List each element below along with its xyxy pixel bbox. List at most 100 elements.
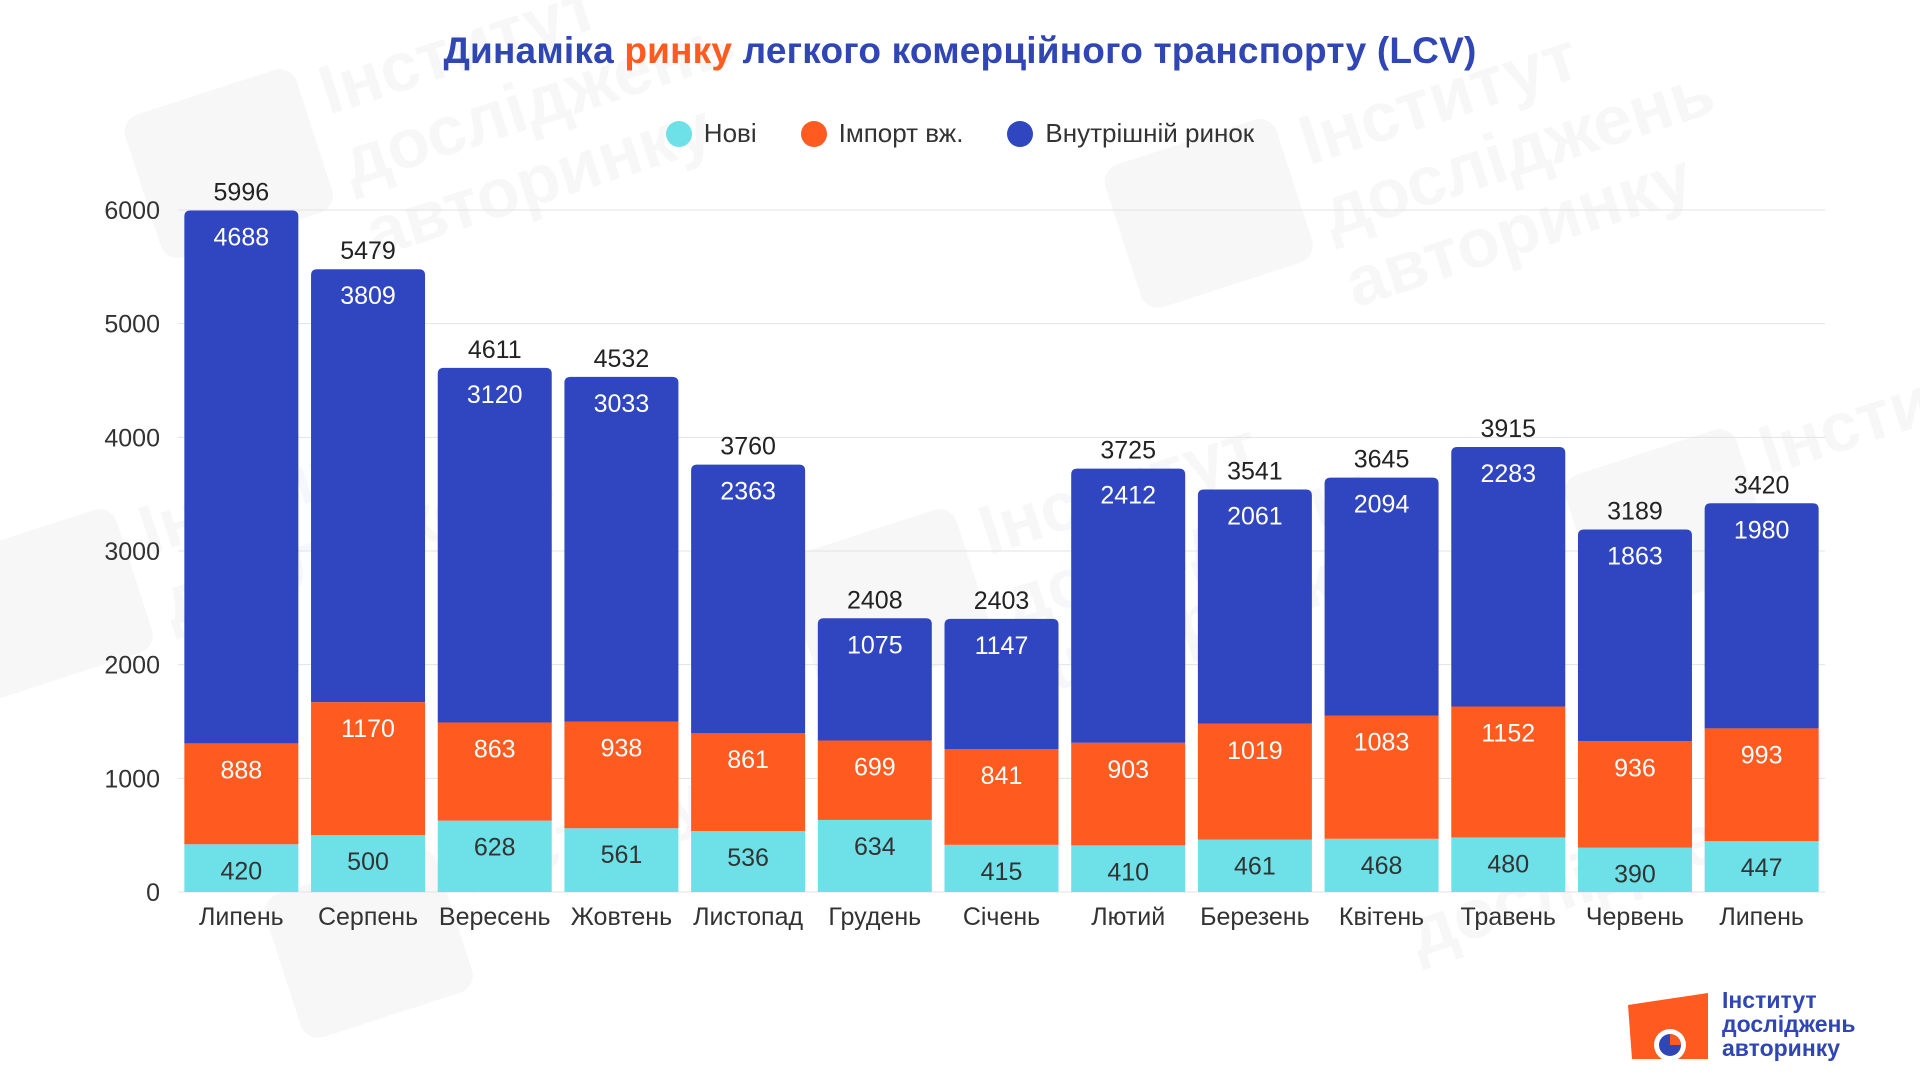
total-label: 5996	[214, 178, 270, 206]
y-tick-label: 4000	[104, 424, 160, 452]
bar-segment-new	[1451, 837, 1566, 892]
total-label: 4532	[594, 345, 650, 373]
legend-item-domestic: Внутрішній ринок	[1007, 118, 1254, 149]
logo-icon	[1628, 993, 1708, 1061]
data-label: 841	[981, 762, 1023, 790]
bar-segment-domestic	[311, 269, 426, 703]
legend-item-import: Імпорт вж.	[800, 118, 964, 149]
bar-segment-new	[1704, 841, 1819, 892]
x-tick-label: Вересень	[439, 903, 551, 931]
data-label: 390	[1614, 861, 1656, 889]
data-label: 699	[854, 753, 896, 781]
x-tick-label: Грудень	[828, 903, 921, 931]
data-label: 2283	[1480, 460, 1536, 488]
data-label: 468	[1361, 852, 1403, 880]
logo-line-2: досліджень	[1722, 1011, 1856, 1037]
data-label: 4688	[214, 223, 270, 251]
bar-segment-domestic	[691, 464, 806, 734]
bar-segment-import	[1071, 742, 1186, 846]
bar-segment-import	[691, 733, 806, 832]
data-label: 1083	[1354, 729, 1410, 757]
total-label: 2403	[974, 587, 1030, 615]
total-label: 3915	[1480, 415, 1536, 443]
total-label: 3541	[1227, 458, 1283, 486]
bar-segment-new	[311, 835, 426, 892]
total-label: 2408	[847, 586, 903, 614]
bar-segment-import	[1704, 728, 1819, 842]
data-label: 1019	[1227, 737, 1283, 765]
data-label: 1152	[1481, 719, 1535, 747]
legend-dot-import	[800, 120, 827, 147]
bar-segment-import	[184, 743, 299, 845]
data-label: 415	[981, 858, 1023, 886]
data-label: 536	[727, 844, 769, 872]
bar-segment-domestic	[944, 618, 1059, 750]
total-label: 3420	[1734, 471, 1790, 499]
legend-dot-new	[665, 120, 692, 147]
y-tick-label: 3000	[104, 538, 160, 566]
data-label: 410	[1107, 858, 1149, 886]
total-label: 3760	[720, 433, 776, 461]
bar-segment-new	[564, 828, 679, 892]
bar-segment-domestic	[564, 376, 679, 722]
data-label: 628	[474, 834, 516, 862]
legend-item-new: Нові	[665, 118, 757, 149]
legend-label-import: Імпорт вж.	[838, 118, 964, 148]
bar-segment-import	[944, 749, 1059, 845]
bar-segment-import	[817, 740, 932, 820]
data-label: 938	[601, 735, 643, 763]
bar-segment-new	[1071, 845, 1186, 892]
logo-text: Інститут досліджень авторинку	[1722, 988, 1856, 1060]
title-part-1: Динаміка	[443, 30, 625, 71]
data-label: 993	[1741, 741, 1783, 769]
bar-segment-new	[944, 844, 1059, 892]
total-label: 3645	[1354, 446, 1410, 474]
data-label: 863	[474, 736, 516, 764]
data-label: 1147	[975, 632, 1029, 660]
bar-segment-import	[1324, 715, 1439, 839]
x-tick-label: Червень	[1586, 903, 1684, 931]
title-part-2: легкого комерційного транспорту (LCV)	[732, 30, 1477, 71]
x-tick-label: Жовтень	[571, 903, 672, 931]
total-label: 5479	[340, 237, 396, 265]
data-label: 480	[1487, 850, 1529, 878]
data-label: 1170	[341, 715, 395, 743]
data-label: 2061	[1227, 503, 1283, 531]
bar-segment-domestic	[1071, 468, 1186, 743]
x-tick-label: Липень	[1719, 903, 1804, 931]
data-label: 461	[1234, 853, 1276, 881]
bar-segment-new	[1324, 838, 1439, 892]
bar-segment-import	[437, 722, 552, 821]
x-tick-label: Травень	[1461, 903, 1556, 931]
legend-dot-domestic	[1007, 120, 1034, 147]
data-label: 861	[727, 746, 769, 774]
data-label: 2412	[1100, 482, 1156, 510]
x-tick-label: Квітень	[1339, 903, 1424, 931]
bar-segment-import	[311, 702, 426, 836]
bar-segment-domestic	[1197, 489, 1312, 724]
bar-segment-domestic	[437, 367, 552, 723]
bar-segment-new	[184, 844, 299, 892]
total-label: 4611	[468, 336, 522, 364]
data-label: 2363	[720, 478, 776, 506]
data-label: 903	[1107, 756, 1149, 784]
bar-segment-domestic	[1324, 477, 1439, 716]
bar-segment-domestic	[184, 210, 299, 744]
data-label: 447	[1741, 854, 1783, 882]
logo-line-1: Інститут	[1722, 987, 1817, 1013]
legend-label-new: Нові	[703, 118, 757, 148]
x-tick-label: Березень	[1200, 903, 1310, 931]
total-label: 3189	[1607, 498, 1663, 526]
bar-segment-new	[1577, 847, 1692, 892]
x-tick-label: Листопад	[693, 903, 803, 931]
bar-segment-domestic	[1451, 446, 1566, 707]
bar-segment-new	[437, 820, 552, 892]
legend-label-domestic: Внутрішній ринок	[1045, 118, 1255, 148]
chart-title: Динаміка ринку легкого комерційного тран…	[0, 30, 1920, 72]
x-tick-label: Лютий	[1091, 903, 1165, 931]
bar-segment-domestic	[1577, 529, 1692, 742]
legend: Нові Імпорт вж. Внутрішній ринок	[0, 118, 1920, 149]
y-tick-label: 2000	[104, 652, 160, 680]
y-tick-label: 1000	[104, 765, 160, 793]
bar-segment-import	[564, 721, 679, 829]
